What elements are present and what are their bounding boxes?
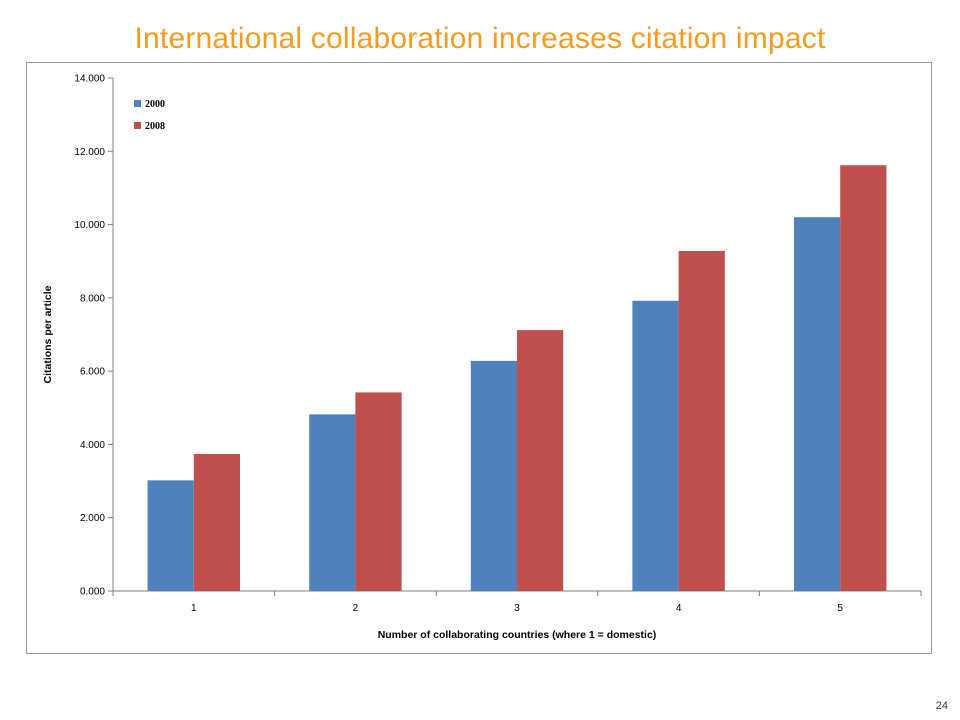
y-axis: 0.000 2.000 4.000 6.000 8.000 10.000 12.000 14.… xyxy=(74,74,114,598)
x-tick-label: 1 xyxy=(191,603,197,614)
bars xyxy=(147,165,887,591)
bar-chart: 0.000 2.000 4.000 6.000 8.000 10.000 12.000 14.… xyxy=(42,74,922,641)
x-tick-label: 2 xyxy=(353,603,359,614)
legend: 2000 2008 xyxy=(134,99,165,132)
y-tick-label: 2.000 xyxy=(80,513,105,524)
bar-2000-5 xyxy=(793,217,841,591)
y-tick-label: 10.000 xyxy=(74,220,105,231)
x-tick-label: 3 xyxy=(514,603,520,614)
legend-swatch-2008 xyxy=(134,122,141,129)
bar-2008-1 xyxy=(193,453,241,591)
bar-2008-4 xyxy=(678,250,725,591)
x-axis: 1 2 3 4 5 xyxy=(112,590,922,614)
y-tick-label: 6.000 xyxy=(80,367,105,378)
y-axis-title: Citations per article xyxy=(42,285,54,383)
y-tick-label: 12.000 xyxy=(74,147,105,158)
bar-2000-3 xyxy=(470,360,517,591)
page-number: 24 xyxy=(935,700,948,712)
bar-2008-3 xyxy=(517,330,564,591)
x-axis-title: Number of collaborating countries (where… xyxy=(378,629,657,641)
y-tick-label: 14.000 xyxy=(74,74,105,85)
legend-label-2008: 2008 xyxy=(145,121,165,132)
bar-2008-2 xyxy=(355,392,402,591)
chart-frame: 0.000 2.000 4.000 6.000 8.000 10.000 12.000 14.… xyxy=(26,62,932,654)
legend-label-2000: 2000 xyxy=(145,99,165,110)
y-tick-label: 0.000 xyxy=(80,587,105,598)
bar-2008-5 xyxy=(840,165,887,591)
bar-2000-2 xyxy=(309,414,356,591)
bar-2000-4 xyxy=(632,300,679,591)
y-tick-label: 4.000 xyxy=(80,440,105,451)
x-tick-label: 4 xyxy=(676,603,682,614)
legend-swatch-2000 xyxy=(134,100,141,107)
x-tick-label: 5 xyxy=(837,603,843,614)
bar-2000-1 xyxy=(147,480,194,591)
slide-title: International collaboration increases ci… xyxy=(134,22,826,55)
y-tick-label: 8.000 xyxy=(80,293,105,304)
